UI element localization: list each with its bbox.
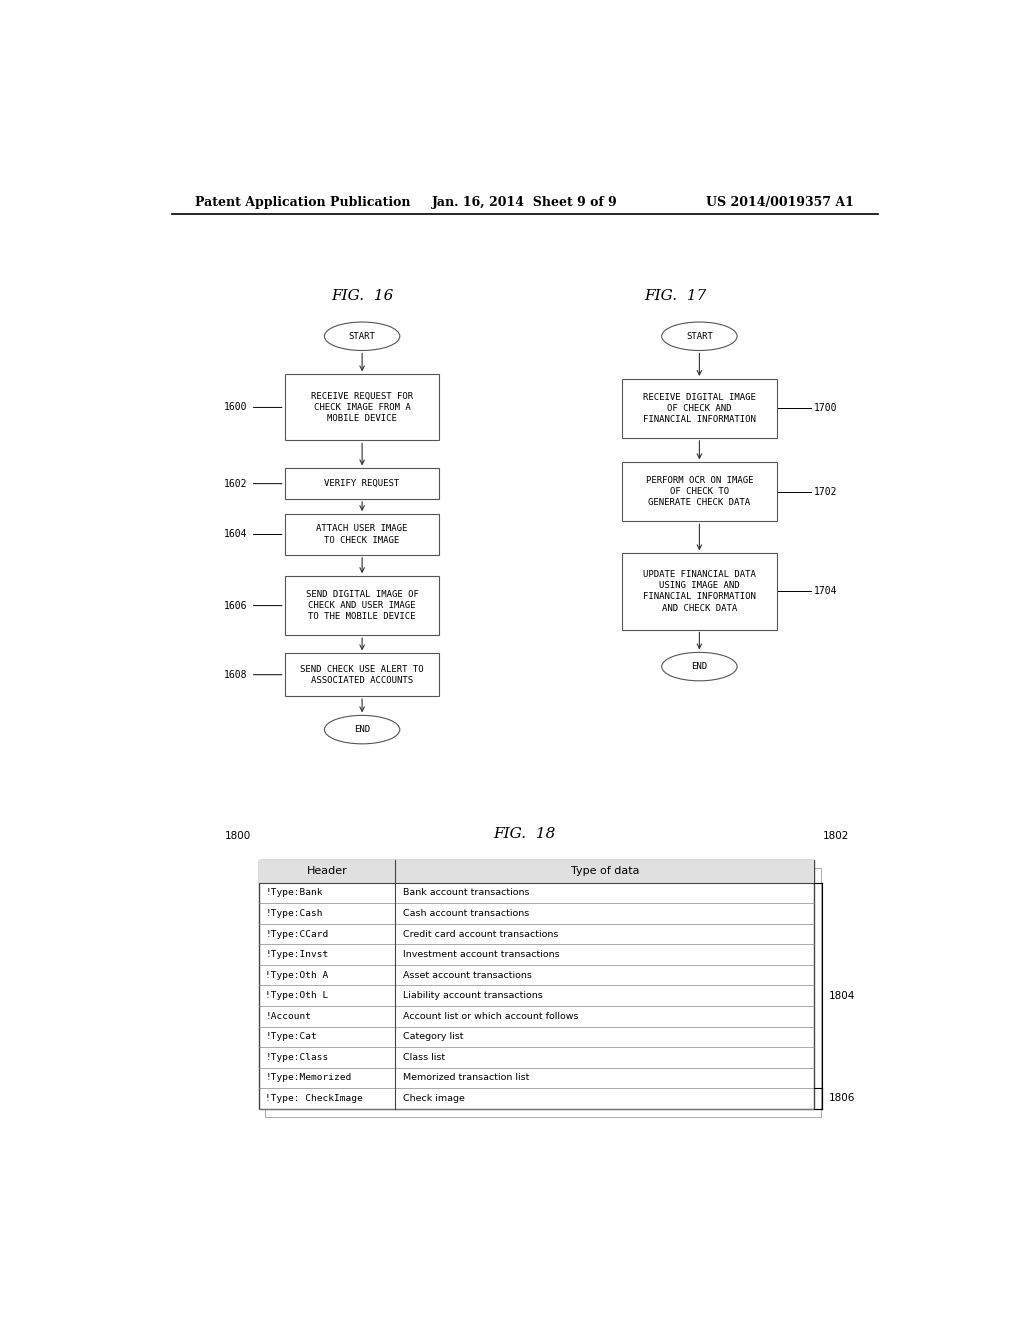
Text: Investment account transactions: Investment account transactions bbox=[403, 950, 559, 960]
Text: FIG.  18: FIG. 18 bbox=[494, 828, 556, 841]
Text: Bank account transactions: Bank account transactions bbox=[403, 888, 529, 898]
Text: 1802: 1802 bbox=[822, 832, 849, 841]
Text: Jan. 16, 2014  Sheet 9 of 9: Jan. 16, 2014 Sheet 9 of 9 bbox=[432, 195, 617, 209]
Text: !Type:Memorized: !Type:Memorized bbox=[265, 1073, 351, 1082]
Text: RECEIVE DIGITAL IMAGE
OF CHECK AND
FINANCIAL INFORMATION: RECEIVE DIGITAL IMAGE OF CHECK AND FINAN… bbox=[643, 393, 756, 424]
Text: !Type:Invst: !Type:Invst bbox=[265, 950, 329, 960]
Text: 1606: 1606 bbox=[224, 601, 248, 611]
Text: UPDATE FINANCIAL DATA
USING IMAGE AND
FINANCIAL INFORMATION
AND CHECK DATA: UPDATE FINANCIAL DATA USING IMAGE AND FI… bbox=[643, 570, 756, 612]
Text: START: START bbox=[686, 331, 713, 341]
Bar bbox=[259, 859, 814, 1109]
Text: PERFORM OCR ON IMAGE
OF CHECK TO
GENERATE CHECK DATA: PERFORM OCR ON IMAGE OF CHECK TO GENERAT… bbox=[646, 477, 753, 507]
Text: !Type:Cat: !Type:Cat bbox=[265, 1032, 317, 1041]
Text: FIG.  16: FIG. 16 bbox=[331, 289, 393, 302]
Text: 1806: 1806 bbox=[828, 1093, 855, 1104]
Text: !Type:Bank: !Type:Bank bbox=[265, 888, 323, 898]
Text: Header: Header bbox=[306, 866, 347, 876]
Text: !Type: CheckImage: !Type: CheckImage bbox=[265, 1094, 364, 1104]
Ellipse shape bbox=[662, 652, 737, 681]
Text: Category list: Category list bbox=[403, 1032, 464, 1041]
Text: 1608: 1608 bbox=[224, 669, 248, 680]
Ellipse shape bbox=[662, 322, 737, 351]
Text: 1604: 1604 bbox=[224, 529, 248, 540]
Text: Credit card account transactions: Credit card account transactions bbox=[403, 929, 558, 939]
Text: Type of data: Type of data bbox=[570, 866, 639, 876]
Text: START: START bbox=[349, 331, 376, 341]
Text: 1702: 1702 bbox=[814, 487, 838, 496]
Text: !Type:Cash: !Type:Cash bbox=[265, 909, 323, 917]
Text: 1700: 1700 bbox=[814, 404, 838, 413]
Text: Patent Application Publication: Patent Application Publication bbox=[196, 195, 411, 209]
FancyBboxPatch shape bbox=[622, 553, 777, 630]
Text: Check image: Check image bbox=[403, 1094, 465, 1104]
Text: 1600: 1600 bbox=[224, 403, 248, 412]
FancyBboxPatch shape bbox=[285, 469, 439, 499]
Text: RECEIVE REQUEST FOR
CHECK IMAGE FROM A
MOBILE DEVICE: RECEIVE REQUEST FOR CHECK IMAGE FROM A M… bbox=[311, 392, 413, 422]
Text: ATTACH USER IMAGE
TO CHECK IMAGE: ATTACH USER IMAGE TO CHECK IMAGE bbox=[316, 524, 408, 545]
Text: Liability account transactions: Liability account transactions bbox=[403, 991, 543, 1001]
Bar bbox=[265, 867, 821, 1117]
Text: END: END bbox=[691, 663, 708, 671]
Text: SEND DIGITAL IMAGE OF
CHECK AND USER IMAGE
TO THE MOBILE DEVICE: SEND DIGITAL IMAGE OF CHECK AND USER IMA… bbox=[306, 590, 419, 622]
FancyBboxPatch shape bbox=[622, 379, 777, 438]
Text: Account list or which account follows: Account list or which account follows bbox=[403, 1011, 579, 1020]
Text: !Type:Oth L: !Type:Oth L bbox=[265, 991, 329, 1001]
Text: !Account: !Account bbox=[265, 1011, 311, 1020]
Ellipse shape bbox=[325, 715, 399, 744]
Ellipse shape bbox=[325, 322, 399, 351]
Text: US 2014/0019357 A1: US 2014/0019357 A1 bbox=[707, 195, 854, 209]
FancyBboxPatch shape bbox=[285, 375, 439, 441]
FancyBboxPatch shape bbox=[285, 653, 439, 696]
Text: 1804: 1804 bbox=[828, 991, 855, 1001]
Text: Class list: Class list bbox=[403, 1053, 445, 1061]
Text: 1704: 1704 bbox=[814, 586, 838, 597]
Text: END: END bbox=[354, 725, 370, 734]
FancyBboxPatch shape bbox=[622, 462, 777, 521]
Text: Asset account transactions: Asset account transactions bbox=[403, 970, 531, 979]
FancyBboxPatch shape bbox=[285, 576, 439, 635]
Text: SEND CHECK USE ALERT TO
ASSOCIATED ACCOUNTS: SEND CHECK USE ALERT TO ASSOCIATED ACCOU… bbox=[300, 665, 424, 685]
Text: FIG.  17: FIG. 17 bbox=[644, 289, 707, 302]
Text: 1602: 1602 bbox=[224, 479, 248, 488]
Text: Memorized transaction list: Memorized transaction list bbox=[403, 1073, 529, 1082]
Text: Cash account transactions: Cash account transactions bbox=[403, 909, 529, 917]
Text: !Type:Oth A: !Type:Oth A bbox=[265, 970, 329, 979]
Text: VERIFY REQUEST: VERIFY REQUEST bbox=[325, 479, 399, 488]
Bar bbox=[259, 859, 814, 883]
Text: !Type:CCard: !Type:CCard bbox=[265, 929, 329, 939]
FancyBboxPatch shape bbox=[285, 515, 439, 554]
Text: !Type:Class: !Type:Class bbox=[265, 1053, 329, 1061]
Text: 1800: 1800 bbox=[224, 832, 251, 841]
